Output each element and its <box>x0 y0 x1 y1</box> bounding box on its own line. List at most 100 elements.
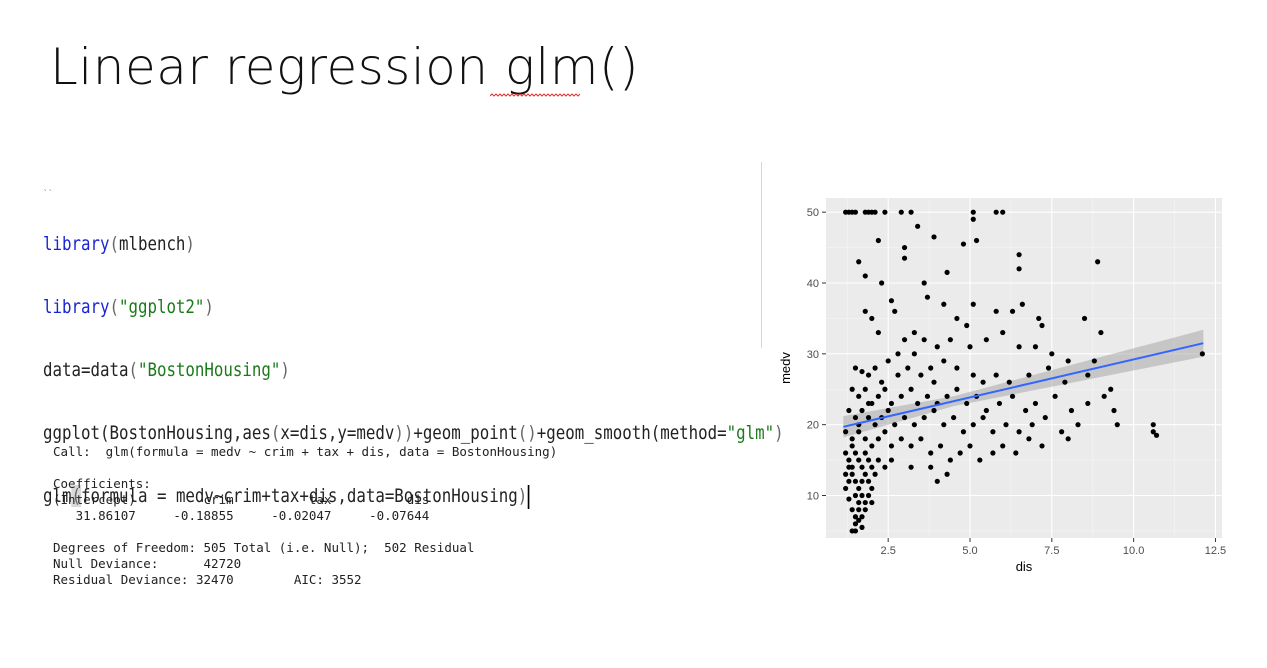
data-point <box>1114 422 1120 428</box>
data-point <box>865 400 872 407</box>
data-point <box>849 443 855 449</box>
data-point <box>895 372 901 378</box>
regression-line <box>843 342 1204 428</box>
code-line-3: data=data("BostonHousing") <box>43 359 290 381</box>
data-point <box>862 507 868 513</box>
data-point <box>901 244 908 251</box>
data-point <box>967 443 973 449</box>
data-point <box>898 436 904 442</box>
data-point <box>846 407 852 414</box>
data-point <box>960 429 967 435</box>
data-point <box>869 464 875 470</box>
data-point <box>1049 351 1055 357</box>
data-point <box>947 457 953 463</box>
data-point <box>973 237 980 244</box>
x-tick-label: 10.0 <box>1123 545 1144 557</box>
data-point <box>1016 344 1022 350</box>
data-point <box>852 528 859 534</box>
console-output: Call: glm(formula = medv ~ crim + tax + … <box>53 444 557 588</box>
data-point <box>983 407 989 414</box>
data-point <box>1062 379 1068 385</box>
data-point <box>862 499 868 506</box>
data-point <box>1039 443 1045 449</box>
data-point <box>862 436 868 442</box>
data-point <box>859 524 865 530</box>
data-point <box>846 464 852 470</box>
code-line-2: library("ggplot2") <box>43 296 214 318</box>
data-point <box>1019 301 1025 307</box>
data-point <box>921 280 927 286</box>
output-dof: Degrees of Freedom: 505 Total (i.e. Null… <box>53 540 475 555</box>
data-point <box>993 209 999 215</box>
output-coef-title: Coefficients: <box>53 476 151 491</box>
data-point <box>944 471 950 477</box>
data-point <box>872 365 878 371</box>
data-point <box>898 209 904 215</box>
data-point <box>977 457 983 463</box>
data-point <box>967 344 973 350</box>
data-point <box>1091 358 1097 364</box>
data-point <box>908 464 914 470</box>
data-point <box>879 379 885 385</box>
data-point <box>859 514 865 520</box>
data-point <box>875 237 881 244</box>
data-point <box>1000 209 1006 215</box>
data-point <box>843 485 849 492</box>
data-point <box>862 273 868 279</box>
data-point <box>964 400 970 407</box>
data-point <box>849 507 855 513</box>
data-point <box>1009 393 1016 399</box>
data-point <box>908 386 914 392</box>
data-point <box>859 407 865 414</box>
data-point <box>849 436 855 442</box>
data-point <box>852 521 859 527</box>
data-point <box>888 400 895 407</box>
x-tick-label: 12.5 <box>1205 545 1226 557</box>
data-point <box>882 429 888 435</box>
data-point <box>872 209 878 215</box>
data-point <box>931 407 937 414</box>
data-point <box>869 443 875 449</box>
data-point <box>872 422 878 428</box>
data-point <box>911 351 917 357</box>
code-line-4: ggplot(BostonHousing,aes(x=dis,y=medv))+… <box>43 422 784 444</box>
data-point <box>869 499 875 506</box>
data-point <box>960 241 967 247</box>
data-point <box>1000 329 1006 336</box>
data-point <box>944 269 950 275</box>
y-axis-label: medv <box>778 352 793 384</box>
data-point <box>1036 315 1042 322</box>
data-point <box>1029 422 1035 428</box>
data-point <box>1065 436 1071 442</box>
data-point <box>862 386 868 392</box>
data-point <box>970 216 976 222</box>
data-point <box>947 337 953 343</box>
data-point <box>928 365 934 371</box>
data-point <box>1013 450 1019 456</box>
code-line-1: library(mlbench) <box>43 233 195 255</box>
data-point <box>1150 422 1156 428</box>
code-editor[interactable]: `` library(mlbench) library("ggplot2") d… <box>43 158 784 544</box>
data-point <box>843 429 849 435</box>
data-point <box>1068 407 1075 414</box>
data-point <box>901 255 908 261</box>
data-point <box>1045 365 1052 371</box>
data-point <box>846 496 852 502</box>
data-point <box>908 209 914 215</box>
data-point <box>954 386 960 392</box>
data-point <box>843 471 849 477</box>
data-point <box>875 393 881 399</box>
data-point <box>888 443 895 449</box>
data-point <box>865 478 872 484</box>
data-point <box>980 379 986 385</box>
data-point <box>852 478 859 484</box>
data-point <box>921 414 927 421</box>
data-point <box>859 368 865 375</box>
data-point <box>888 298 895 304</box>
data-point <box>875 329 881 336</box>
data-point <box>901 337 908 343</box>
data-point <box>1009 308 1016 314</box>
y-tick-label: 50 <box>807 207 819 219</box>
data-point <box>865 457 872 463</box>
data-point <box>852 365 859 371</box>
